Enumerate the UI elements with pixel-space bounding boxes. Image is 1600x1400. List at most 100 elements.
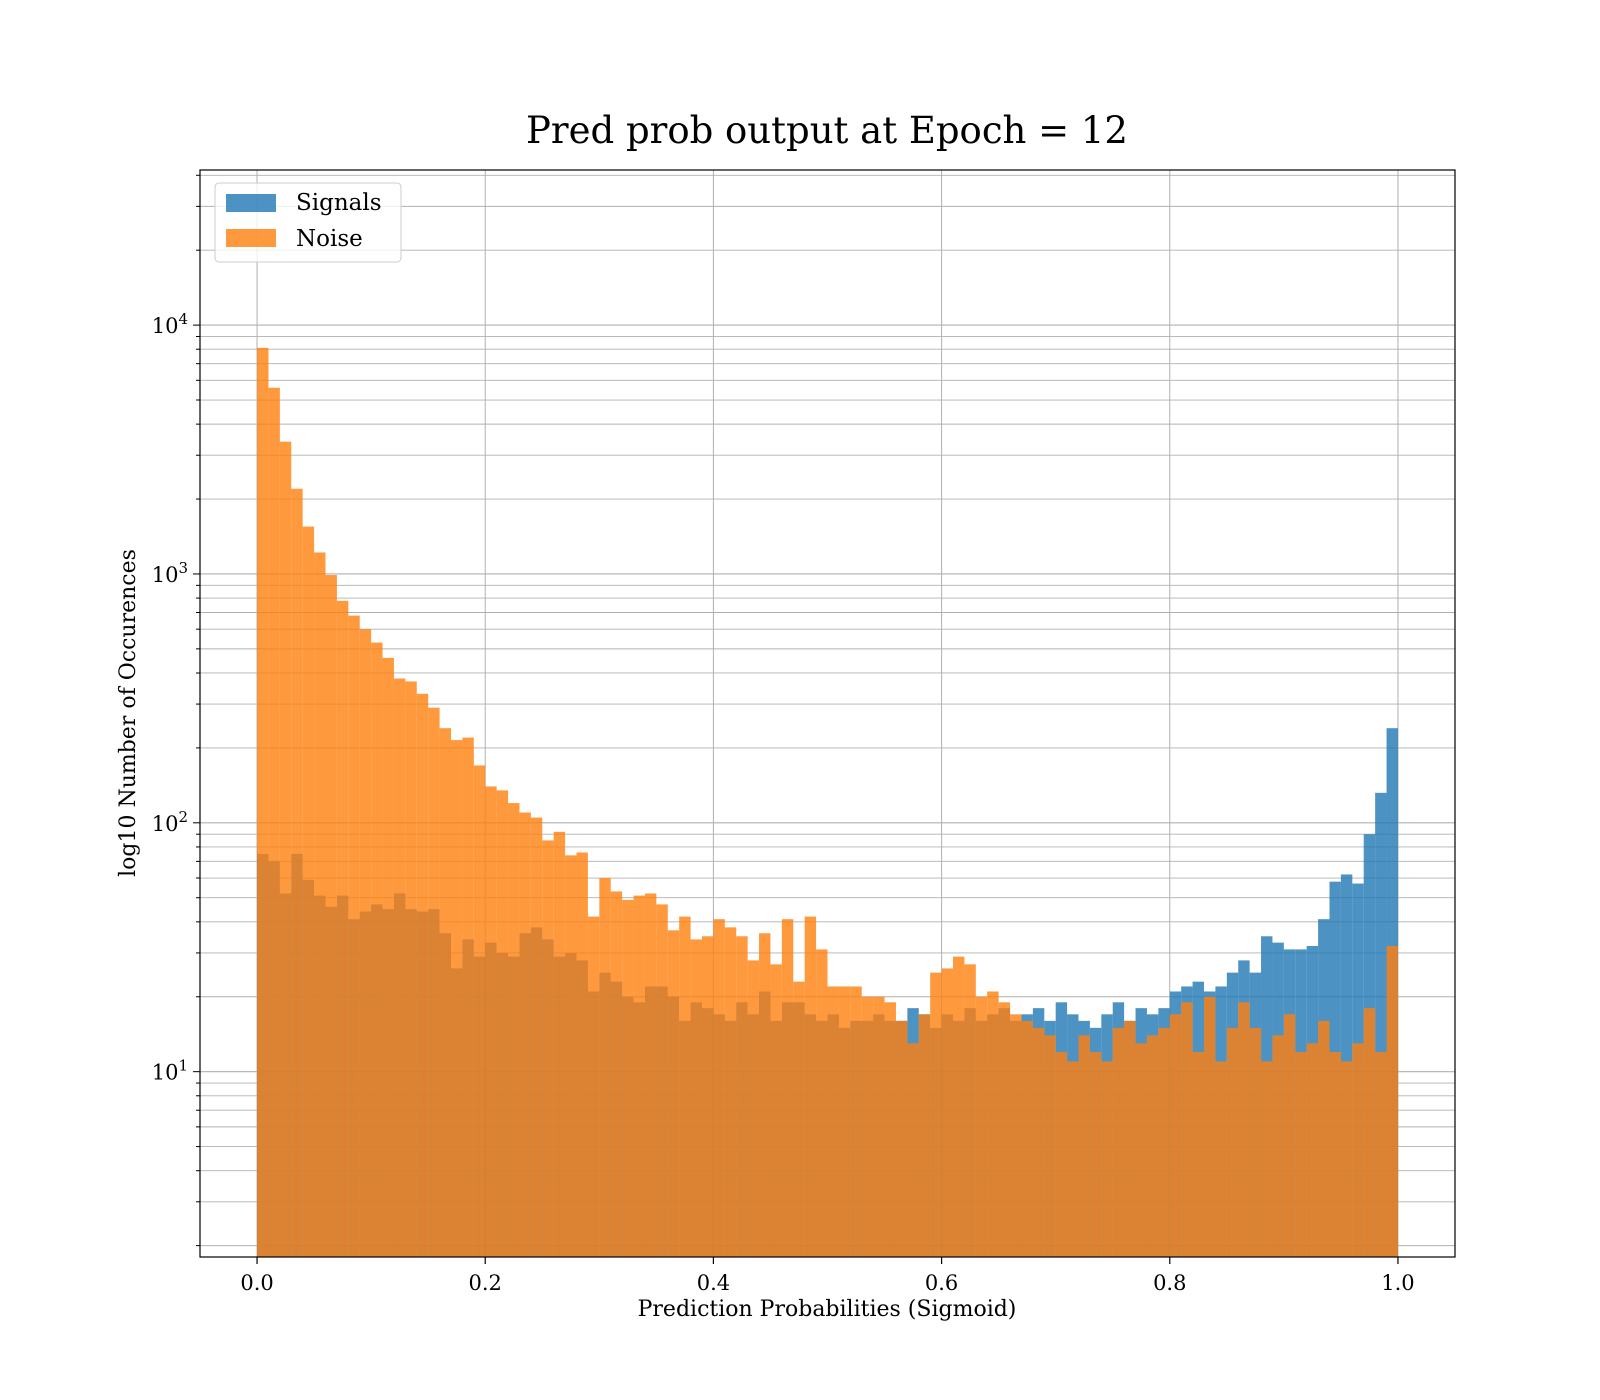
noise-bar (485, 786, 497, 1257)
noise-bar (1010, 1014, 1022, 1257)
noise-bar (302, 526, 315, 1257)
noise-bar (850, 986, 862, 1257)
noise-bar (838, 986, 851, 1257)
noise-bar (702, 936, 714, 1257)
legend: Signals Noise (214, 182, 402, 263)
noise-bar (998, 1002, 1011, 1257)
noise-bar (941, 968, 953, 1257)
noise-bar (1272, 1035, 1284, 1257)
x-tick-label: 0.0 (240, 1271, 273, 1295)
noise-bar (382, 657, 394, 1257)
noise-bar (1021, 1020, 1033, 1257)
noise-bar (1078, 1035, 1090, 1257)
noise-bar (1306, 1043, 1319, 1257)
noise-bar (1032, 1027, 1045, 1257)
noise-bar (1101, 1061, 1113, 1257)
x-axis-label: Prediction Probabilities (Sigmoid) (638, 1297, 1017, 1322)
noise-bar (428, 707, 440, 1257)
noise-bar (1146, 1035, 1159, 1257)
noise-bar (793, 981, 805, 1257)
noise-bar (576, 852, 588, 1257)
noise-bar (1238, 1002, 1250, 1257)
noise-bar (1124, 1020, 1136, 1257)
noise-bar (599, 878, 611, 1257)
x-tick-label: 0.2 (469, 1271, 502, 1295)
noise-bar (918, 1014, 931, 1257)
noise-bar (816, 949, 828, 1257)
noise-bar (1044, 1035, 1056, 1257)
y-tick-label: 103 (152, 559, 188, 587)
noise-bar (508, 803, 520, 1257)
noise-bar (1295, 1051, 1307, 1257)
noise-bar (519, 812, 531, 1257)
noise-bar (713, 919, 725, 1257)
noise-bar (895, 1020, 908, 1257)
noise-bar (987, 991, 999, 1257)
noise-bar (1261, 1061, 1273, 1257)
y-axis-ticks: 101 102 103 104 (152, 174, 200, 1247)
noise-bar (804, 916, 817, 1257)
noise-bar (530, 817, 543, 1257)
legend-label-signals: Signals (296, 190, 382, 216)
noise-bar (873, 996, 885, 1257)
noise-bar (1089, 1051, 1102, 1257)
noise-bar (759, 933, 771, 1257)
noise-bar (553, 831, 566, 1257)
noise-bar (861, 996, 874, 1257)
noise-bar (953, 956, 965, 1257)
y-tick-label: 104 (152, 310, 188, 338)
noise-bar (257, 347, 269, 1257)
noise-bar (633, 895, 645, 1257)
noise-bar (1363, 1008, 1376, 1257)
noise-bar (1283, 1014, 1296, 1257)
noise-bar (1329, 1051, 1341, 1257)
noise-bar (1112, 1027, 1125, 1257)
noise-bar (291, 488, 303, 1257)
noise-bar (781, 919, 794, 1257)
noise-bar (975, 996, 988, 1257)
noise-bar (622, 899, 634, 1257)
noise-bar (644, 893, 657, 1257)
noise-bar (325, 575, 337, 1257)
noise-bar (359, 629, 372, 1257)
noise-bar (1375, 1051, 1387, 1257)
noise-bar (1215, 1061, 1227, 1257)
noise-bar (770, 964, 782, 1257)
noise-bar (679, 916, 691, 1257)
noise-bar (690, 939, 702, 1257)
noise-bar (1386, 945, 1398, 1257)
noise-bar (1169, 1014, 1182, 1257)
legend-label-noise: Noise (296, 226, 363, 252)
chart-title: Pred prob output at Epoch = 12 (526, 109, 1128, 152)
x-tick-label: 0.8 (1153, 1271, 1186, 1295)
x-tick-label: 0.6 (925, 1271, 958, 1295)
legend-swatch-signals (226, 194, 276, 212)
noise-bar (473, 765, 486, 1257)
x-axis-ticks: 0.0 0.2 0.4 0.6 0.8 1.0 (240, 1257, 1415, 1295)
y-axis-label: log10 Number of Occurences (116, 549, 141, 877)
noise-bar (1204, 996, 1216, 1257)
noise-bar (907, 1043, 919, 1257)
noise-bar (1340, 1061, 1353, 1257)
noise-bar (610, 891, 623, 1257)
noise-bar (1192, 1051, 1204, 1257)
noise-bar (565, 855, 577, 1257)
plot-frame (199, 169, 1456, 1258)
noise-bar (587, 916, 600, 1257)
noise-bar (1318, 1020, 1330, 1257)
noise-series (257, 347, 1398, 1258)
noise-bar (1181, 1002, 1193, 1257)
noise-bar (416, 693, 429, 1257)
noise-bar (667, 930, 680, 1257)
noise-bar (1158, 1027, 1170, 1257)
noise-bar (724, 927, 737, 1257)
y-tick-label: 101 (152, 1057, 188, 1085)
noise-bar (405, 681, 417, 1257)
noise-bar (496, 790, 509, 1257)
noise-bar (439, 728, 451, 1257)
noise-bar (747, 960, 760, 1257)
noise-bar (314, 552, 326, 1257)
y-tick-label: 102 (152, 808, 188, 836)
